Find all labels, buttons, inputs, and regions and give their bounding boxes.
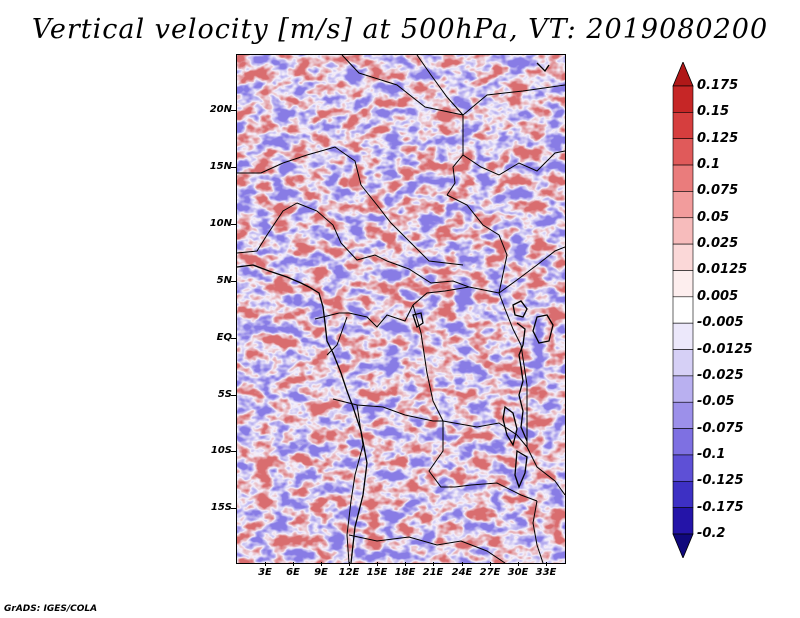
lat-tick — [231, 451, 236, 452]
lat-tick — [231, 395, 236, 396]
lat-label-15s: 15S — [210, 502, 232, 513]
colorbar-level-label: 0.05 — [697, 209, 730, 225]
lon-tick — [546, 562, 547, 566]
lat-label-5s: 5S — [217, 389, 232, 400]
lon-tick — [293, 562, 294, 566]
lon-tick — [433, 562, 434, 566]
velocity-shading — [237, 55, 565, 563]
colorbar-band — [672, 85, 694, 113]
colorbar-band — [672, 428, 694, 456]
colorbar-band — [672, 112, 694, 140]
colorbar-level-label: -0.125 — [697, 473, 744, 489]
colorbar-band — [672, 480, 694, 508]
lon-tick — [462, 562, 463, 566]
colorbar-level-label: 0.005 — [697, 288, 739, 304]
colorbar-level-label: -0.005 — [697, 315, 744, 331]
lat-label-eq: EQ — [216, 332, 232, 343]
colorbar-band — [672, 296, 694, 324]
lon-tick — [405, 562, 406, 566]
footer-credit: GrADS: IGES/COLA — [4, 604, 98, 614]
colorbar-band — [672, 401, 694, 429]
colorbar-band — [672, 191, 694, 219]
lon-label-9e: 9E — [314, 567, 328, 578]
colorbar-top-triangle — [672, 62, 694, 87]
lon-label-12e: 12E — [338, 567, 360, 578]
colorbar-level-label: -0.05 — [697, 394, 735, 410]
map-plot-area — [236, 54, 566, 564]
colorbar — [672, 62, 694, 558]
colorbar-level-label: 0.175 — [697, 78, 739, 93]
country-borders — [237, 55, 565, 563]
colorbar-band — [672, 349, 694, 377]
lon-tick — [377, 562, 378, 566]
colorbar-bottom-triangle — [672, 533, 694, 558]
chart-title: Vertical velocity [m/s] at 500hPa, VT: 2… — [31, 14, 769, 45]
lon-tick — [349, 562, 350, 566]
lon-tick — [518, 562, 519, 566]
lon-tick — [321, 562, 322, 566]
lon-label-30e: 30E — [507, 567, 529, 578]
lon-label-33e: 33E — [535, 567, 557, 578]
colorbar-band — [672, 375, 694, 403]
lon-tick — [490, 562, 491, 566]
coastlines-and-lakes — [237, 62, 554, 563]
colorbar-level-label: 0.1 — [697, 157, 721, 173]
lon-label-18e: 18E — [394, 567, 416, 578]
lat-label-10s: 10S — [210, 445, 232, 456]
lat-tick — [231, 110, 236, 111]
colorbar-level-label: 0.15 — [697, 104, 730, 120]
velocity-field-map — [237, 55, 565, 563]
colorbar-band — [672, 270, 694, 298]
lon-label-3e: 3E — [258, 567, 272, 578]
lat-label-20n: 20N — [209, 104, 232, 115]
colorbar-band — [672, 217, 694, 245]
lon-label-21e: 21E — [422, 567, 444, 578]
colorbar-level-label: -0.075 — [697, 420, 744, 436]
lat-tick — [231, 281, 236, 282]
lat-label-5n: 5N — [216, 275, 232, 286]
lon-label-24e: 24E — [451, 567, 473, 578]
lon-label-15e: 15E — [366, 567, 388, 578]
lon-tick — [265, 562, 266, 566]
lat-label-15n: 15N — [209, 161, 232, 172]
colorbar-band — [672, 507, 694, 535]
lon-label-27e: 27E — [479, 567, 501, 578]
colorbar-level-label: 0.075 — [697, 183, 739, 199]
colorbar-level-label: 0.0125 — [697, 262, 748, 278]
colorbar-band — [672, 322, 694, 350]
colorbar-band — [672, 454, 694, 482]
lat-label-10n: 10N — [209, 218, 232, 229]
colorbar-band — [672, 138, 694, 166]
colorbar-level-label: 0.025 — [697, 236, 739, 252]
colorbar-level-label: -0.025 — [697, 367, 744, 383]
colorbar-level-label: -0.175 — [697, 499, 744, 515]
colorbar-level-label: -0.0125 — [697, 341, 753, 357]
colorbar-band — [672, 243, 694, 271]
lat-tick — [231, 224, 236, 225]
lat-tick — [231, 338, 236, 339]
lat-tick — [231, 167, 236, 168]
lat-tick — [231, 508, 236, 509]
colorbar-level-label: -0.1 — [697, 446, 726, 462]
colorbar-level-label: -0.2 — [697, 526, 726, 541]
colorbar-level-label: 0.125 — [697, 130, 739, 146]
colorbar-band — [672, 164, 694, 192]
lon-label-6e: 6E — [286, 567, 300, 578]
